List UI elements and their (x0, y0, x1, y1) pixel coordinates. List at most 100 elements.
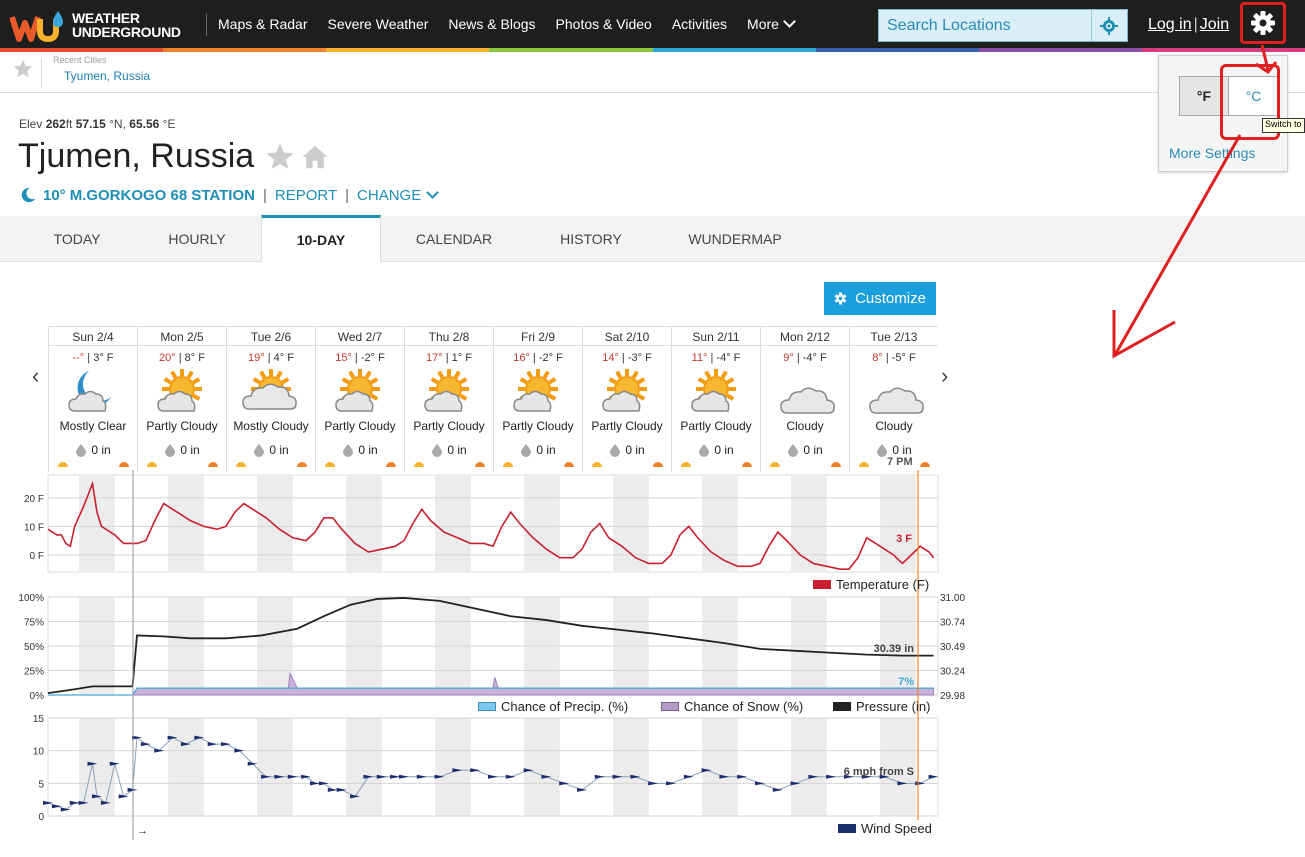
nav-divider (206, 14, 207, 36)
y-tick-label-right: 30.24 (940, 667, 965, 678)
legend-snow: Chance of Snow (%) (661, 699, 803, 714)
night-shading-band (613, 718, 649, 816)
night-shading-band (791, 475, 827, 572)
forecast-precip: 0 in (227, 443, 315, 457)
sun-moon-markers (147, 462, 218, 467)
precip-current-label: 7% (898, 676, 914, 688)
moon-icon (21, 187, 36, 203)
wind-direction-marker (167, 735, 178, 740)
night-shading-band (435, 718, 471, 816)
sun-cloud-icon (330, 367, 390, 417)
change-station-link[interactable]: CHANGE (357, 186, 422, 204)
legend-wind: Wind Speed (838, 821, 932, 836)
forecast-precip: 0 in (316, 443, 404, 457)
legend-swatch (478, 702, 496, 711)
favorite-star-button[interactable] (12, 58, 42, 88)
forecast-hi-lo: 20° | 8° F (159, 352, 205, 364)
sun-moon-markers (770, 462, 841, 467)
login-link[interactable]: Log in (1148, 16, 1192, 33)
forecast-precip: 0 in (494, 443, 582, 457)
forecast-precip-amount: 0 in (180, 443, 200, 457)
pressure-line (47, 597, 934, 694)
join-link[interactable]: Join (1199, 16, 1230, 33)
tab-today[interactable]: TODAY (53, 231, 101, 247)
forecast-day[interactable]: Tue 2/6 19° | 4° F Mostly Cloudy 0 in (226, 326, 315, 472)
y-tick-label: 5 (38, 779, 44, 790)
wind-direction-marker (577, 787, 587, 792)
legend-temperature: Temperature (F) (813, 577, 929, 592)
next-days-arrow[interactable]: › (941, 363, 949, 388)
previous-days-arrow[interactable]: ‹ (32, 363, 40, 388)
forecast-day[interactable]: Wed 2/7 15° | -2° F Partly Cloudy 0 in (315, 326, 404, 472)
forecast-day[interactable]: Sun 2/4 --° | 3° F Mostly Clear 0 in (48, 326, 137, 472)
forecast-high: 20° (159, 352, 176, 364)
forecast-day[interactable]: Sat 2/10 14° | -3° F Partly Cloudy 0 in (582, 326, 671, 472)
tab-10-day[interactable]: 10-DAY (261, 215, 381, 262)
forecast-day[interactable]: Mon 2/12 9° | -4° F Cloudy 0 in (760, 326, 849, 472)
nav-activities[interactable]: Activities (671, 16, 728, 32)
forecast-hi-lo: 19° | 4° F (248, 352, 294, 364)
night-shading-band (346, 475, 382, 572)
forecast-high: 14° (602, 352, 619, 364)
star-icon (13, 59, 33, 78)
wind-direction-marker (416, 774, 427, 779)
locate-me-button[interactable] (1091, 10, 1125, 41)
wu-logo-icon (10, 11, 63, 43)
report-link[interactable]: REPORT (274, 186, 338, 204)
tab-calendar[interactable]: CALENDAR (415, 231, 493, 247)
nav-more[interactable]: More (747, 15, 796, 32)
settings-button[interactable] (1240, 2, 1286, 44)
wind-direction-marker (318, 781, 329, 786)
wind-direction-marker (51, 804, 62, 809)
forecast-day[interactable]: Sun 2/11 11° | -4° F Partly Cloudy 0 in (671, 326, 760, 472)
y-tick-label: 10 F (24, 522, 44, 533)
wind-direction-marker (897, 781, 908, 786)
customize-button[interactable]: Customize (824, 282, 936, 315)
tab-hourly[interactable]: HOURLY (168, 231, 226, 247)
home-icon[interactable] (300, 142, 330, 172)
forecast-day[interactable]: Fri 2/9 16° | -2° F Partly Cloudy 0 in (493, 326, 582, 472)
forecast-day[interactable]: Thu 2/8 17° | 1° F Partly Cloudy 0 in (404, 326, 493, 472)
forecast-high: --° (72, 352, 85, 364)
legend-swatch (661, 702, 679, 711)
ten-day-forecast: Sun 2/4 --° | 3° F Mostly Clear 0 in Mon 2/5… (48, 326, 938, 472)
wind-direction-marker (808, 774, 819, 779)
nav-photos-video[interactable]: Photos & Video (555, 16, 652, 32)
legend-swatch (833, 702, 851, 711)
forecast-condition: Partly Cloudy (324, 419, 396, 433)
nav-news-blogs[interactable]: News & Blogs (448, 16, 536, 32)
forecast-high: 15° (335, 352, 352, 364)
wind-direction-marker (261, 774, 272, 779)
forecast-low: 8° F (184, 352, 205, 364)
search-input[interactable] (879, 10, 1091, 41)
forecast-low: 1° F (451, 352, 472, 364)
forecast-condition: Cloudy (786, 419, 824, 433)
recent-city-link[interactable]: Tyumen, Russia (64, 69, 151, 83)
forecast-day[interactable]: Tue 2/13 8° | -5° F Cloudy 0 in (849, 326, 938, 472)
raindrop-icon (343, 444, 354, 457)
station-name[interactable]: M.GORKOGO 68 STATION (69, 186, 255, 204)
y-tick-label: 25% (24, 667, 44, 678)
wind-direction-marker (559, 781, 570, 786)
wind-direction-marker (43, 800, 53, 805)
tab-wundermap[interactable]: WUNDERMAP (688, 231, 782, 247)
night-shading-band (880, 475, 916, 572)
y-tick-label: 10 (33, 747, 45, 758)
wind-direction-marker (180, 742, 191, 747)
forecast-precip-amount: 0 in (269, 443, 289, 457)
nav-maps-radar[interactable]: Maps & Radar (218, 16, 308, 32)
elevation-coordinates: Elev 262ft 57.15 °N, 65.56 °E (19, 117, 176, 131)
wunderground-logo[interactable]: WEATHER UNDERGROUND (10, 6, 181, 44)
forecast-day[interactable]: Mon 2/5 20° | 8° F Partly Cloudy 0 in (137, 326, 226, 472)
switch-tooltip: Switch to (1262, 118, 1305, 133)
nav-severe-weather[interactable]: Severe Weather (327, 16, 429, 32)
forecast-tabs: TODAY HOURLY 10-DAY CALENDAR HISTORY WUN… (0, 215, 1305, 262)
wind-direction-marker (363, 774, 374, 779)
page-title: Tjumen, Russia (18, 137, 330, 176)
night-shading-band (702, 475, 738, 572)
tab-history[interactable]: HISTORY (560, 231, 622, 247)
favorite-star-icon[interactable] (264, 141, 296, 173)
more-settings-link[interactable]: More Settings (1169, 145, 1256, 161)
night-shading-band (168, 718, 204, 816)
station-temperature: 10° (43, 186, 66, 204)
